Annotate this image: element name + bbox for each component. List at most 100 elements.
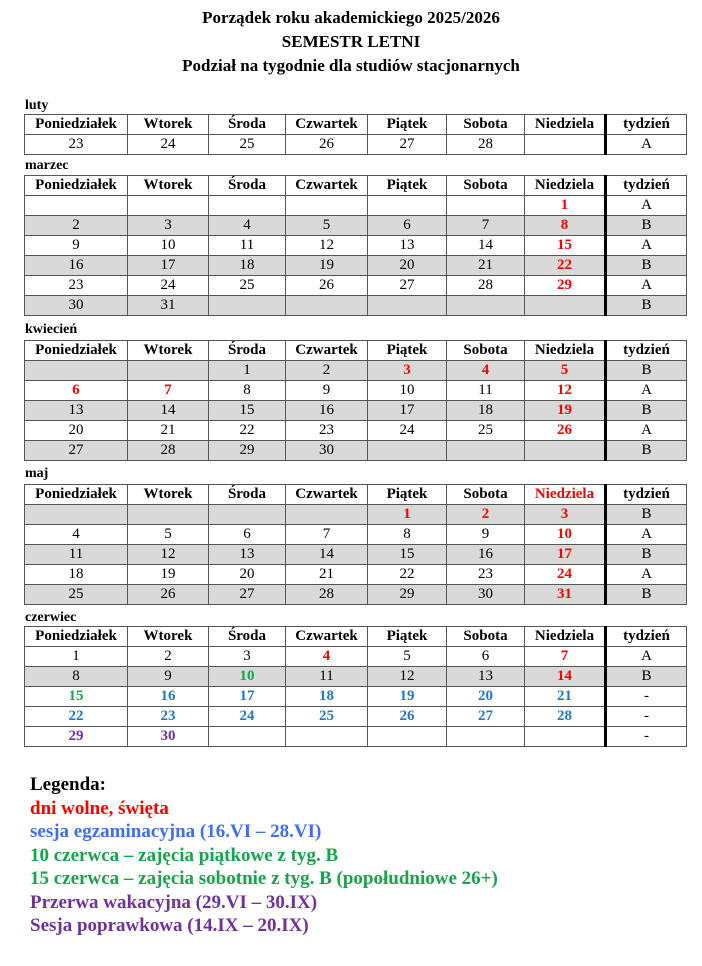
day-cell: 4 [24, 524, 128, 545]
day-cell: 1 [24, 646, 128, 667]
column-header: Sobota [446, 484, 525, 505]
day-cell: 13 [208, 544, 286, 565]
column-header: Niedziela [524, 484, 606, 505]
day-cell: 16 [24, 255, 128, 276]
day-cell: 1 [367, 504, 447, 525]
week-row: 23 24 25 26 27 28 29 A [24, 275, 687, 296]
day-cell: 29 [208, 440, 286, 461]
column-header: Piątek [367, 484, 447, 505]
day-cell: 24 [127, 134, 209, 155]
legend-item: sesja egzaminacyjna (16.VI – 28.VI) [30, 821, 322, 842]
month-table: Poniedziałek Wtorek Środa Czwartek Piątek Sob… [24, 484, 687, 605]
day-cell: 9 [127, 666, 209, 687]
day-cell: 19 [524, 400, 606, 421]
day-cell: 22 [524, 255, 606, 276]
day-cell: 5 [127, 524, 209, 545]
day-cell: 8 [524, 215, 606, 236]
column-header: Niedziela [524, 175, 606, 196]
day-cell: 14 [446, 235, 525, 256]
day-cell: 20 [446, 686, 525, 707]
day-cell: 10 [127, 235, 209, 256]
day-cell [524, 134, 606, 155]
week-row: 11 12 13 14 15 16 17 B [24, 544, 687, 565]
day-cell: 11 [208, 235, 286, 256]
week-type-cell: A [604, 134, 687, 155]
week-type-cell: A [604, 195, 687, 216]
day-cell: 10 [367, 380, 447, 401]
day-cell: 8 [208, 380, 286, 401]
column-header: Sobota [446, 175, 525, 196]
day-cell: 4 [285, 646, 368, 667]
week-row: 27 28 29 30 B [24, 440, 687, 461]
day-cell: 3 [208, 646, 286, 667]
header-row: Poniedziałek Wtorek Środa Czwartek Piątek Sob… [24, 484, 687, 505]
day-cell: 13 [446, 666, 525, 687]
day-cell: 12 [524, 380, 606, 401]
day-cell: 8 [24, 666, 128, 687]
day-cell: 15 [24, 686, 128, 707]
column-header: tydzień [604, 175, 687, 196]
month-table: Poniedziałek Wtorek Środa Czwartek Piątek Sob… [24, 175, 687, 316]
day-cell: 26 [285, 275, 368, 296]
day-cell [208, 726, 286, 747]
day-cell: 26 [524, 420, 606, 441]
document-title: Porządek roku akademickiego 2025/2026 [202, 8, 500, 27]
day-cell: 29 [367, 584, 447, 605]
header-row: Poniedziałek Wtorek Środa Czwartek Piątek Sob… [24, 340, 687, 361]
day-cell: 13 [367, 235, 447, 256]
day-cell: 27 [208, 584, 286, 605]
day-cell: 2 [446, 504, 525, 525]
day-cell [367, 195, 447, 216]
day-cell: 25 [208, 275, 286, 296]
legend-item: 10 czerwca – zajęcia piątkowe z tyg. B [30, 844, 339, 866]
day-cell: 21 [285, 564, 368, 585]
day-cell: 18 [285, 686, 368, 707]
column-header: Środa [208, 626, 286, 647]
day-cell: 14 [524, 666, 606, 687]
column-header: tydzień [604, 114, 687, 135]
week-row: 13 14 15 16 17 18 19 B [24, 400, 687, 421]
column-header: Wtorek [127, 340, 209, 361]
day-cell: 12 [285, 235, 368, 256]
column-header: Czwartek [285, 175, 368, 196]
day-cell [285, 504, 368, 525]
column-header: Piątek [367, 626, 447, 647]
day-cell: 21 [127, 420, 209, 441]
day-cell: 23 [446, 564, 525, 585]
day-cell: 18 [24, 564, 128, 585]
day-cell: 15 [208, 400, 286, 421]
day-cell: 27 [367, 134, 447, 155]
day-cell: 14 [285, 544, 368, 565]
week-type-cell: B [604, 440, 687, 461]
week-type-cell: A [604, 524, 687, 545]
day-cell: 4 [208, 215, 286, 236]
day-cell: 24 [367, 420, 447, 441]
column-header: Środa [208, 340, 286, 361]
day-cell: 24 [524, 564, 606, 585]
column-header: Poniedziałek [24, 340, 128, 361]
day-cell [24, 195, 128, 216]
day-cell: 19 [367, 686, 447, 707]
day-cell: 18 [208, 255, 286, 276]
day-cell: 5 [367, 646, 447, 667]
day-cell: 29 [524, 275, 606, 296]
day-cell [446, 195, 525, 216]
column-header: Poniedziałek [24, 484, 128, 505]
month-label: czerwiec [25, 610, 77, 625]
day-cell: 16 [446, 544, 525, 565]
day-cell: 17 [367, 400, 447, 421]
day-cell [285, 295, 368, 316]
week-row: 23 24 25 26 27 28 A [24, 134, 687, 155]
column-header: Niedziela [524, 626, 606, 647]
day-cell: 22 [208, 420, 286, 441]
semester-title: SEMESTR LETNI [281, 32, 421, 51]
week-type-cell: A [604, 646, 687, 667]
week-type-cell: B [604, 360, 687, 381]
day-cell: 15 [367, 544, 447, 565]
day-cell: 6 [367, 215, 447, 236]
day-cell [285, 726, 368, 747]
day-cell [446, 295, 525, 316]
